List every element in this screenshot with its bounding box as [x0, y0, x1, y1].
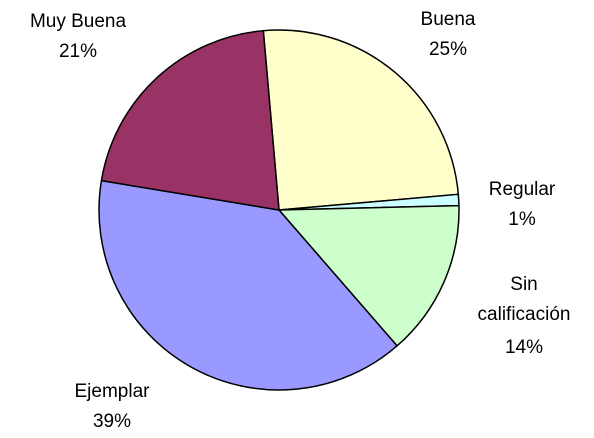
- slice-percent: 25%: [429, 39, 467, 60]
- slice-label: Regular: [489, 179, 556, 200]
- slice-label: Ejemplar: [75, 381, 151, 402]
- pie-slice: [100, 29, 280, 211]
- pie-slice: [262, 29, 460, 211]
- slice-percent: 39%: [93, 411, 131, 432]
- slice-label: Buena: [421, 9, 476, 30]
- slice-percent: 21%: [59, 41, 97, 62]
- slice-percent: 14%: [505, 337, 543, 358]
- pie-slice: [98, 179, 399, 391]
- label-line: calificación: [478, 304, 571, 325]
- slice-percent: 1%: [508, 209, 536, 230]
- slice-label: Sin calificación: [478, 274, 571, 325]
- label-line: Sin: [510, 274, 537, 295]
- slice-label: Muy Buena: [30, 11, 127, 32]
- pie-slice: [277, 204, 460, 347]
